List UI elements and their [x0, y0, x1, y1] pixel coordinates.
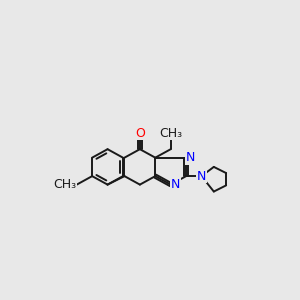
Text: N: N — [171, 178, 180, 191]
Text: O: O — [135, 127, 145, 140]
Text: CH₃: CH₃ — [54, 178, 77, 191]
Text: CH₃: CH₃ — [159, 127, 182, 140]
Text: N: N — [197, 169, 206, 183]
Text: N: N — [186, 151, 196, 164]
